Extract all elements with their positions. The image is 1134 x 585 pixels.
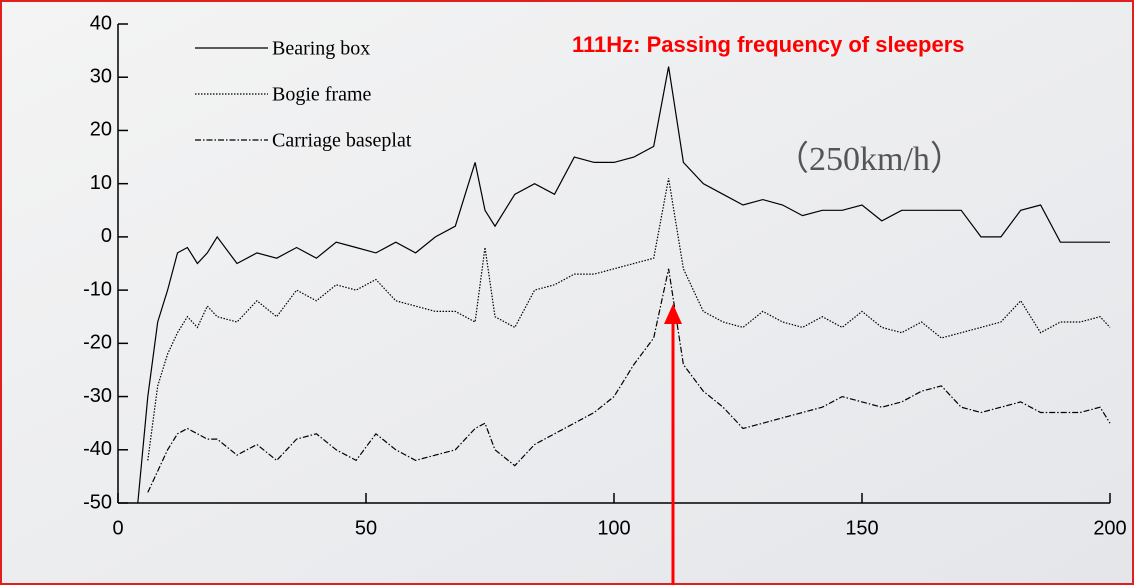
legend-label: Carriage baseplat [272,130,412,152]
y-tick-label: 0 [101,225,112,247]
y-tick-label: 30 [90,66,112,88]
legend-label: Bogie frame [272,84,372,106]
y-tick-label: 40 [90,12,112,34]
y-tick-label: 20 [90,119,112,141]
x-tick-label: 200 [1093,517,1126,539]
annotation: 111Hz: Passing frequency of sleepers [572,32,965,57]
x-tick-label: 100 [597,517,630,539]
legend-label: Bearing box [272,38,370,60]
x-tick-label: 150 [845,517,878,539]
y-tick-label: -30 [83,385,112,407]
series-line [147,178,1111,461]
y-tick-label: -10 [83,278,112,300]
annotation: （250km/h） [775,140,964,178]
y-tick-label: -40 [83,438,112,460]
x-tick-label: 50 [355,517,377,539]
y-tick-label: 10 [90,172,112,194]
x-tick-label: 0 [112,517,123,539]
arrow-head [664,304,682,324]
series-line [147,268,1111,493]
series-line [137,66,1110,504]
y-tick-label: -50 [83,491,112,513]
y-tick-label: -20 [83,332,112,354]
